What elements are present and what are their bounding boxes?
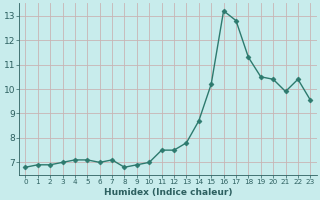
X-axis label: Humidex (Indice chaleur): Humidex (Indice chaleur) <box>104 188 232 197</box>
